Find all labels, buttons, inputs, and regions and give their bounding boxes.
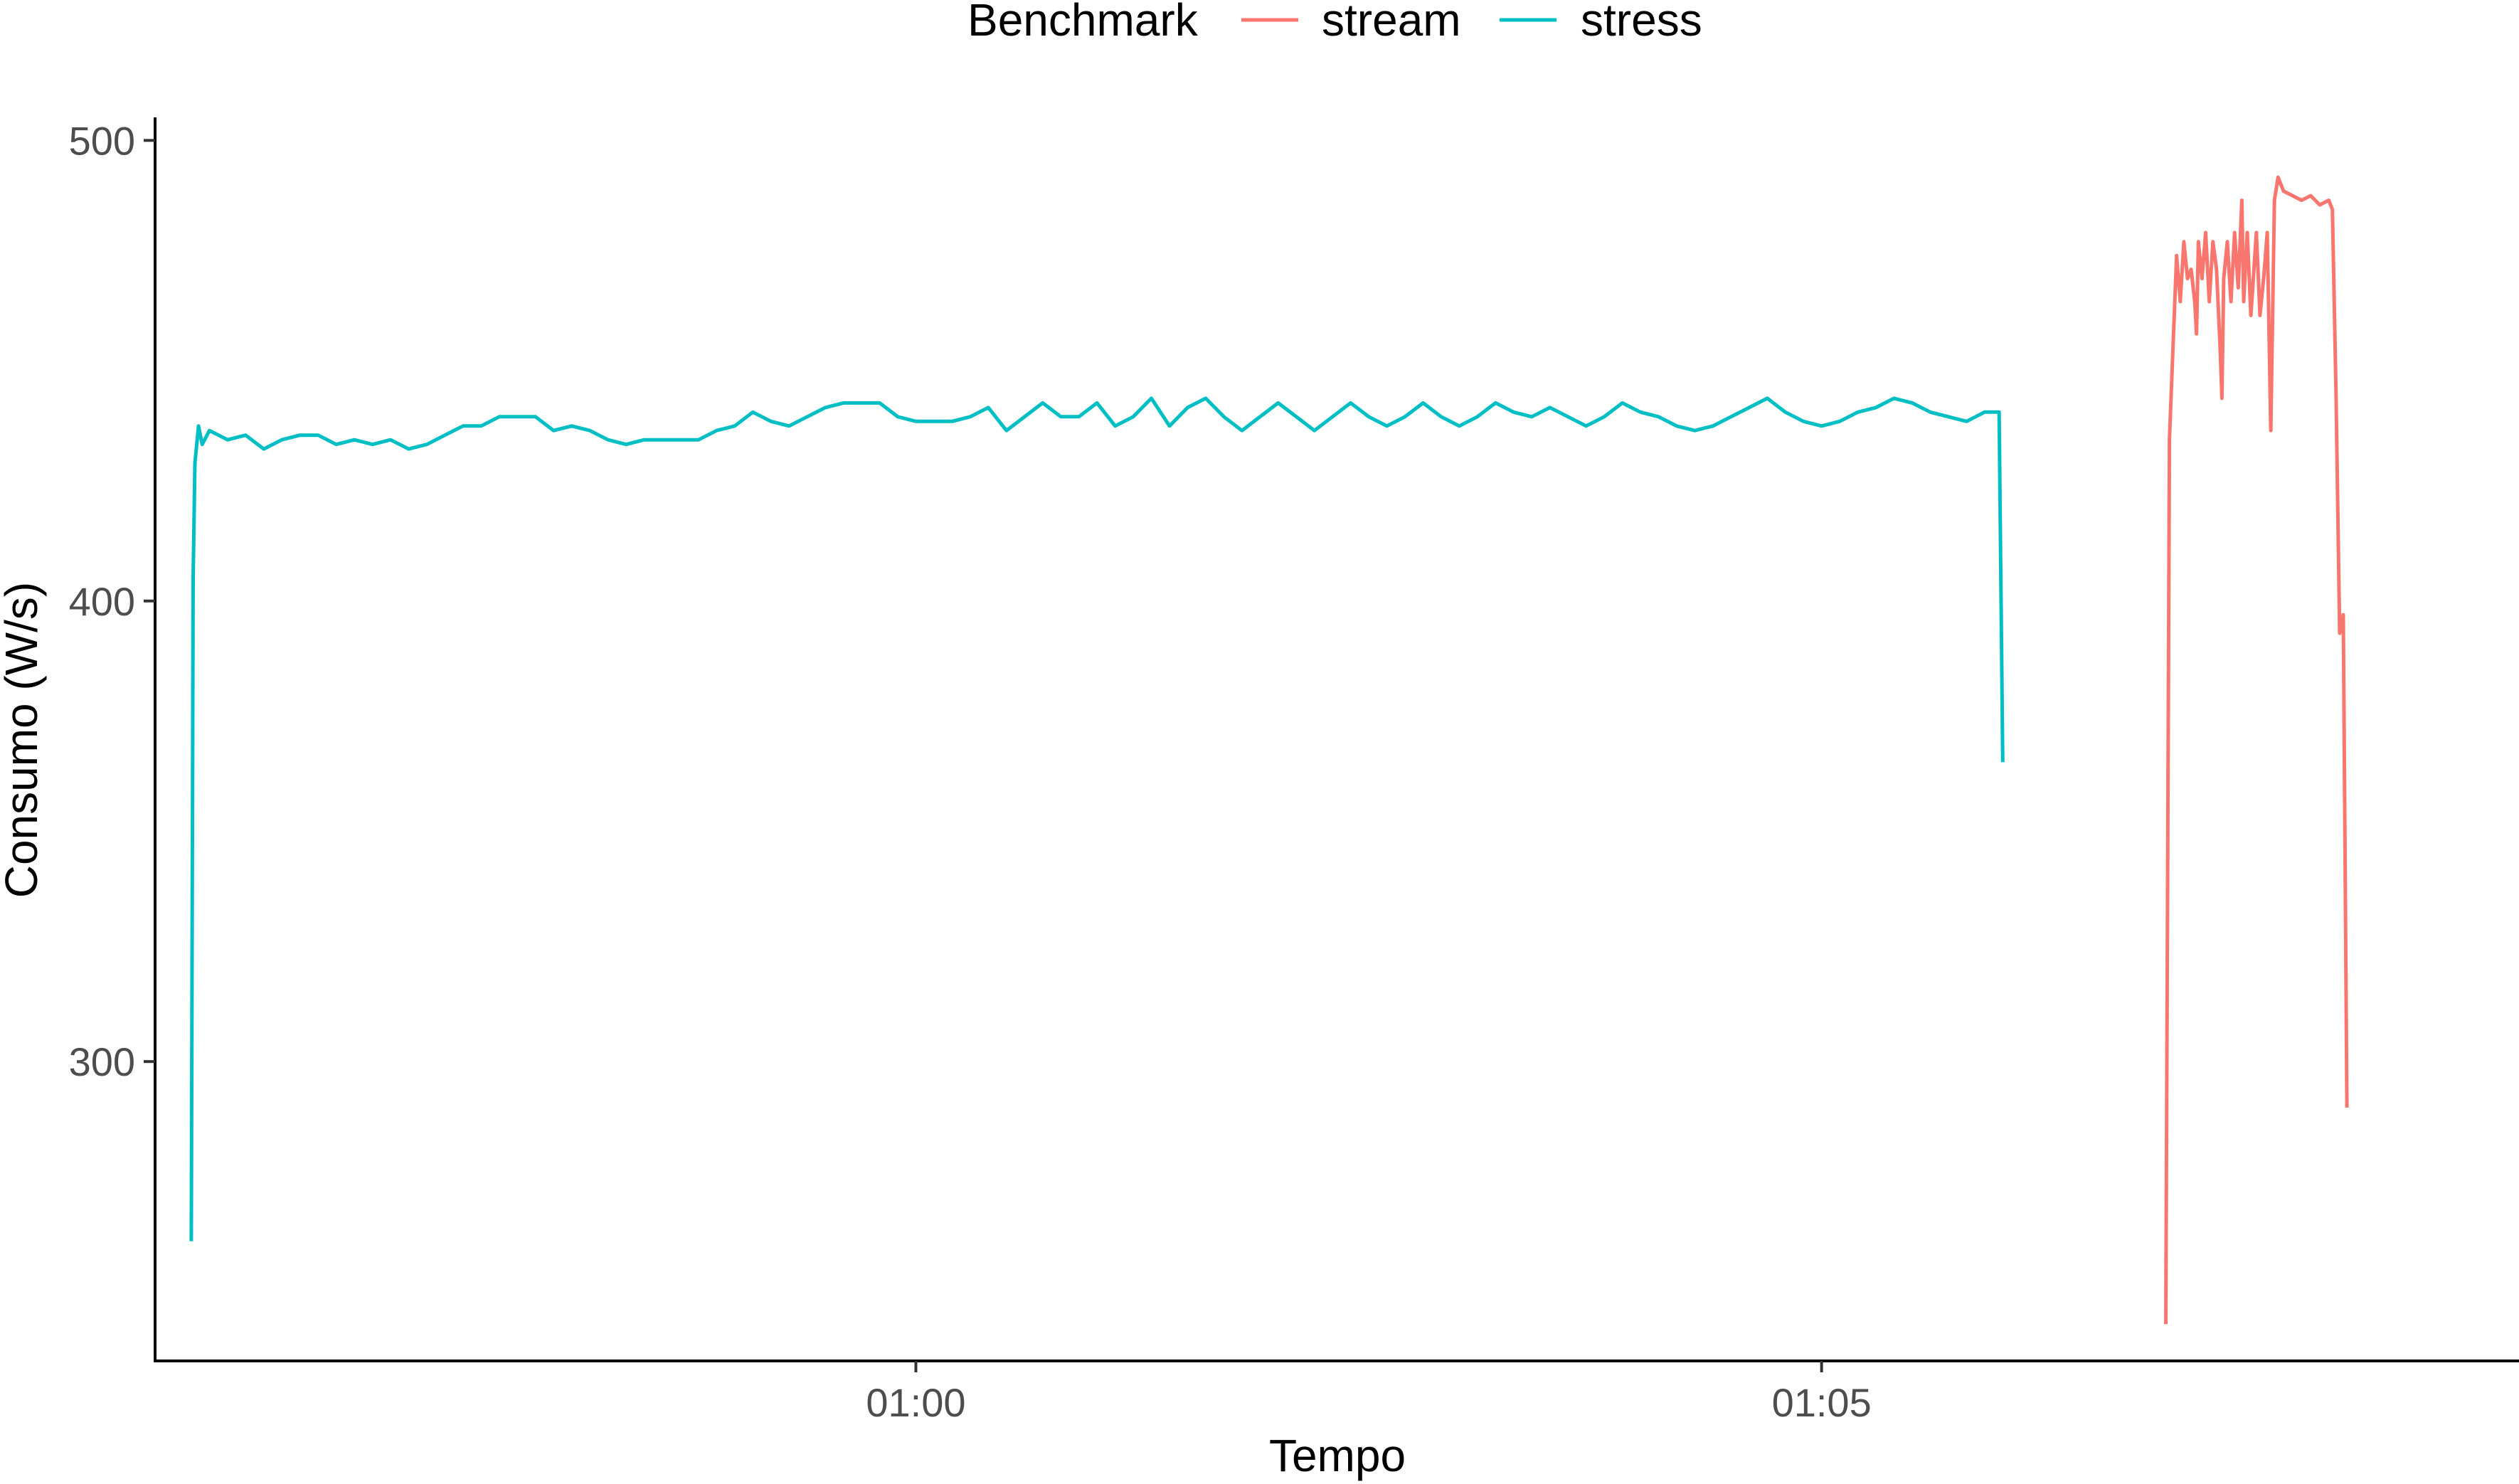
- legend-label-stream: stream: [1322, 0, 1461, 46]
- y-tick-label: 300: [69, 1039, 135, 1084]
- legend-entry-stress: stress: [1500, 0, 1702, 46]
- x-axis-ticks: 01:00 01:05: [866, 1361, 1872, 1425]
- y-tick-label: 400: [69, 579, 135, 624]
- y-axis-title: Consumo (W/s): [0, 582, 47, 899]
- legend: Benchmark stream stress: [967, 0, 1702, 46]
- legend-label-stress: stress: [1581, 0, 1702, 46]
- legend-entry-stream: stream: [1241, 0, 1461, 46]
- x-axis-title: Tempo: [1269, 1430, 1406, 1481]
- y-tick-label: 500: [69, 118, 135, 163]
- series-line-stress: [189, 396, 2005, 1241]
- legend-title: Benchmark: [967, 0, 1199, 46]
- series-line-stream: [2164, 175, 2349, 1325]
- y-axis-ticks: 300 400 500: [69, 118, 155, 1084]
- x-tick-label: 01:05: [1772, 1380, 1872, 1425]
- plot-area: [189, 175, 2349, 1325]
- x-tick-label: 01:00: [866, 1380, 965, 1425]
